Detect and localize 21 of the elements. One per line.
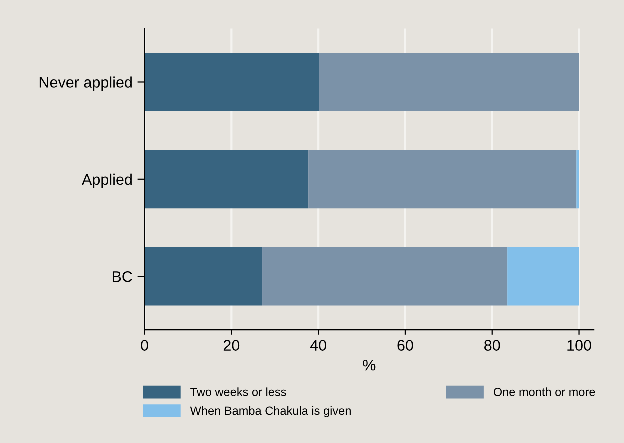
bar (144, 247, 263, 306)
bar (576, 150, 580, 209)
x-axis-title: % (363, 360, 376, 371)
bar (308, 150, 577, 209)
bar (319, 53, 580, 112)
bar (508, 247, 580, 306)
bar (144, 53, 320, 112)
y-tick-label: Never applied (40, 76, 132, 91)
y-tick-label: BC (112, 271, 132, 282)
y-tick-label: Applied (82, 174, 132, 188)
bar (144, 150, 309, 209)
legend-label: One month or more (494, 388, 596, 396)
x-tick-label: 20 (224, 340, 240, 351)
legend-label: When Bamba Chakula is given (190, 406, 351, 418)
x-tick-label: 0 (141, 340, 148, 351)
x-tick-label: 100 (568, 340, 592, 351)
bar (262, 247, 508, 306)
x-tick-label: 80 (484, 340, 500, 351)
x-tick-label: 40 (310, 340, 326, 351)
x-tick-label: 60 (398, 340, 414, 351)
legend-label: Two weeks or less (190, 388, 286, 396)
